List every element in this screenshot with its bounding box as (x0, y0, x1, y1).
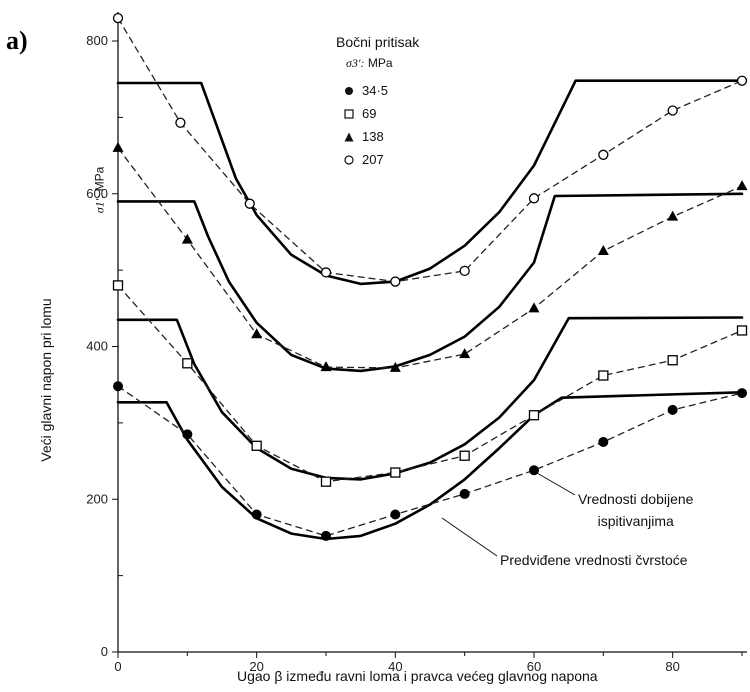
open-circle-marker-icon (344, 154, 354, 165)
predicted-curve (116, 316, 744, 481)
measured-curve (117, 147, 743, 369)
data-point (244, 198, 255, 209)
data-point (175, 117, 186, 128)
data-point (459, 488, 470, 499)
data-point (598, 149, 609, 160)
data-point (667, 210, 679, 221)
data-point (598, 370, 609, 381)
data-point (251, 509, 262, 520)
legend-item-69: 69 (344, 102, 419, 125)
y-tick-label: 400 (86, 339, 108, 354)
data-point (529, 465, 539, 476)
data-point (182, 358, 193, 369)
data-point (112, 141, 124, 152)
data-point (598, 436, 609, 447)
x-axis-title: Ugao β između ravni loma i pravca većeg … (237, 668, 598, 684)
legend-item-138: 138 (344, 125, 419, 148)
data-point (667, 404, 678, 415)
annotation-measured-leader (536, 472, 576, 496)
legend-item-label: 207 (362, 152, 384, 167)
open-square-marker-icon (344, 108, 354, 119)
measured-curve (117, 385, 743, 537)
data-point (113, 381, 123, 392)
data-point (528, 193, 540, 204)
x-tick-label: 40 (388, 659, 402, 674)
data-point (736, 180, 748, 191)
x-tick-label: 80 (665, 659, 679, 674)
x-tick-label: 0 (114, 659, 121, 674)
filled-triangle-marker-icon (344, 132, 354, 141)
annotation-predicted: Predviđene vrednosti čvrstoće (500, 552, 688, 568)
data-point (182, 429, 193, 440)
data-point (320, 476, 332, 487)
data-point (320, 361, 332, 372)
annotation-measured: Vrednosti dobijene ispitivanjima (578, 488, 693, 532)
predicted-curve (116, 79, 744, 286)
legend-item-label: 34·5 (362, 83, 389, 98)
y-tick-label: 200 (86, 491, 108, 506)
data-point (251, 440, 262, 451)
data-point (390, 276, 401, 287)
legend-subtitle-symbol: σ3': (346, 56, 365, 70)
data-point (736, 325, 748, 336)
legend-title: Bočni pritisak (336, 34, 420, 50)
data-point (389, 361, 401, 372)
predicted-curve (116, 390, 744, 541)
y-axis-unit-label: σ1': MPa (93, 167, 108, 214)
legend-item-207: 207 (344, 148, 419, 171)
data-point (251, 328, 263, 339)
data-point (320, 267, 332, 278)
data-point (528, 410, 540, 421)
y-tick-label: 600 (86, 186, 108, 201)
y-tick-label: 800 (86, 33, 108, 48)
predicted-curve (116, 192, 744, 373)
legend-item-label: 138 (362, 129, 384, 144)
legend-subtitle-unit: MPa (367, 56, 393, 70)
data-point (528, 302, 540, 313)
data-point (459, 450, 470, 461)
annotation-measured-line-2: ispitivanjima (597, 513, 674, 529)
data-point (390, 467, 401, 478)
measured-curve (117, 17, 743, 283)
data-point (459, 348, 471, 359)
x-tick-label: 20 (249, 659, 263, 674)
x-tick-label: 60 (527, 659, 541, 674)
y-axis-title: Veći glavni napon pri lomu (38, 298, 54, 462)
y-tick-label: 0 (101, 644, 108, 659)
data-point (112, 280, 124, 291)
legend: Bočni pritisak σ3': MPa 34·5 69 138 207 (322, 34, 419, 171)
data-point (181, 233, 193, 244)
y-axis-symbol: σ1': (92, 194, 107, 214)
filled-circle-marker-icon (345, 86, 353, 95)
legend-subtitle: σ3': MPa (346, 56, 419, 71)
data-point (736, 75, 748, 86)
data-point (667, 355, 678, 366)
data-point (597, 245, 609, 256)
y-axis-unit: MPa (92, 166, 107, 192)
data-point (459, 265, 470, 277)
data-point (667, 105, 678, 116)
legend-items: 34·5 69 138 207 (344, 79, 419, 171)
annotation-predicted-leader (441, 517, 498, 557)
panel-label: a) (6, 26, 28, 55)
measured-curve (117, 284, 743, 483)
data-point (737, 388, 747, 399)
data-point (321, 530, 331, 541)
legend-item-34-5: 34·5 (344, 79, 419, 102)
data-point (390, 509, 401, 520)
data-point (112, 12, 124, 24)
annotation-measured-line-1: Vrednosti dobijene (578, 491, 694, 507)
legend-item-label: 69 (362, 106, 377, 121)
